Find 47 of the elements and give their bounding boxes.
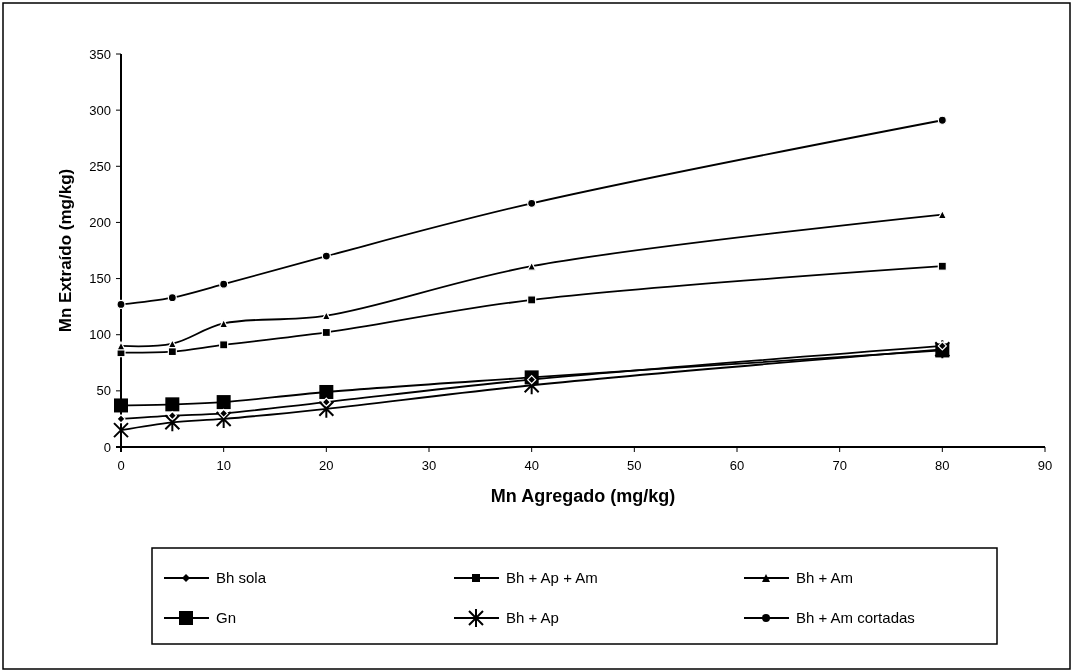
x-tick-label: 20 <box>319 458 334 473</box>
y-tick-label: 0 <box>103 439 111 455</box>
y-tick-label: 350 <box>89 46 111 62</box>
point <box>219 340 229 350</box>
point <box>219 408 229 418</box>
point <box>113 420 129 441</box>
point <box>527 198 537 208</box>
point <box>319 384 334 399</box>
point <box>167 293 177 303</box>
x-tick-label: 80 <box>935 458 950 473</box>
point <box>937 115 947 125</box>
legend-label: Bh + Am <box>796 569 854 587</box>
point <box>216 395 231 410</box>
point <box>116 341 126 351</box>
y-tick-label: 50 <box>96 383 111 399</box>
point <box>527 295 537 305</box>
point <box>321 251 331 261</box>
y-tick-label: 250 <box>89 158 111 174</box>
point <box>937 261 947 271</box>
x-tick-label: 0 <box>117 458 125 473</box>
legend-label: Bh + Ap + Am <box>506 569 598 587</box>
y-axis-title: Mn Extraído (mg/kg) <box>56 168 75 333</box>
legend-label: Gn <box>216 609 237 627</box>
point <box>321 397 331 407</box>
x-tick-label: 40 <box>524 458 539 473</box>
legend-label: Bh sola <box>216 569 267 587</box>
point <box>523 375 540 396</box>
point <box>114 398 128 413</box>
point <box>165 397 180 412</box>
x-tick-label: 70 <box>832 458 847 473</box>
point <box>116 299 126 309</box>
x-tick-label: 50 <box>627 458 642 473</box>
x-tick-label: 60 <box>729 458 745 473</box>
y-tick-label: 150 <box>89 271 111 287</box>
x-tick-label: 30 <box>421 458 437 473</box>
point <box>215 408 232 429</box>
legend-label: Bh + Ap <box>506 609 559 627</box>
point <box>934 339 951 360</box>
y-tick-label: 200 <box>89 214 111 230</box>
legend-label: Bh + Am cortadas <box>796 609 915 627</box>
x-tick-label: 10 <box>216 458 231 473</box>
x-axis-title: Mn Agregado (mg/kg) <box>490 486 676 506</box>
point <box>219 279 229 289</box>
point <box>167 410 177 421</box>
y-tick-label: 100 <box>89 327 111 343</box>
y-tick-label: 300 <box>89 102 111 118</box>
x-tick-label: 90 <box>1037 458 1053 473</box>
